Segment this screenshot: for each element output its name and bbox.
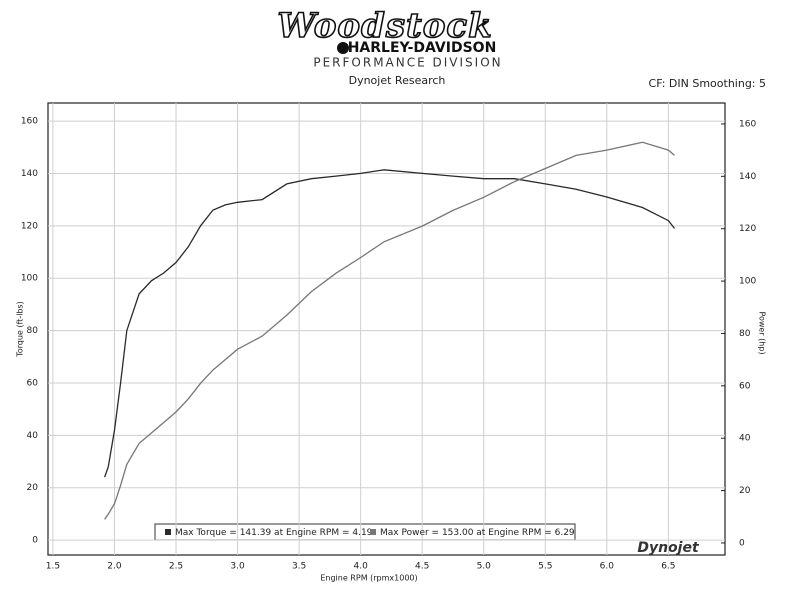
legend-swatch [165,529,171,535]
x-axis-label: Engine RPM (rpmx1000) [320,574,417,583]
legend-label: Max Power = 153.00 at Engine RPM = 6.29 [380,528,575,538]
y2-tick-label: 120 [739,224,756,234]
y2-tick-label: 40 [739,434,751,444]
y-tick-label: 160 [21,117,38,127]
y-tick-label: 120 [21,221,38,231]
brand-emblem [337,42,349,54]
x-tick-label: 5.0 [477,562,492,572]
division: PERFORMANCE DIVISION [313,56,502,70]
brand-logo: Woodstock [277,6,492,46]
x-tick-label: 4.5 [415,562,429,572]
y2-tick-label: 140 [739,172,756,182]
y-tick-label: 60 [27,378,39,388]
brand-line: HARLEY-DAVIDSON [348,40,497,56]
y-tick-label: 100 [21,274,38,284]
x-tick-label: 6.5 [661,562,675,572]
y-tick-label: 20 [27,483,39,493]
series-line [103,169,676,478]
legend-label: Max Torque = 141.39 at Engine RPM = 4.19 [175,528,373,538]
y-tick-label: 40 [27,431,39,441]
x-tick-label: 6.0 [600,562,615,572]
y-tick-label: 80 [27,326,39,336]
subtitle: Dynojet Research [349,74,446,87]
settings: CF: DIN Smoothing: 5 [649,77,766,90]
y2-tick-label: 0 [739,538,745,548]
x-tick-label: 2.5 [169,562,183,572]
y2-tick-label: 100 [739,277,756,287]
y-tick-label: 140 [21,169,38,179]
plot-frame [47,102,726,556]
x-tick-label: 3.0 [230,562,245,572]
x-tick-label: 2.0 [107,562,122,572]
legend-swatch [370,529,376,535]
y-tick-label: 0 [32,536,38,546]
y2-tick-label: 160 [739,119,756,129]
y-axis-label: Torque (ft-lbs) [16,301,25,358]
series-line [104,141,675,520]
x-tick-label: 3.5 [292,562,306,572]
y2-tick-label: 80 [739,329,751,339]
x-tick-label: 4.0 [353,562,368,572]
y2-tick-label: 20 [739,486,751,496]
y2-tick-label: 60 [739,381,751,391]
y2-axis-label: Power (hp) [758,311,767,354]
x-tick-label: 5.5 [538,562,552,572]
x-tick-label: 1.5 [46,562,60,572]
